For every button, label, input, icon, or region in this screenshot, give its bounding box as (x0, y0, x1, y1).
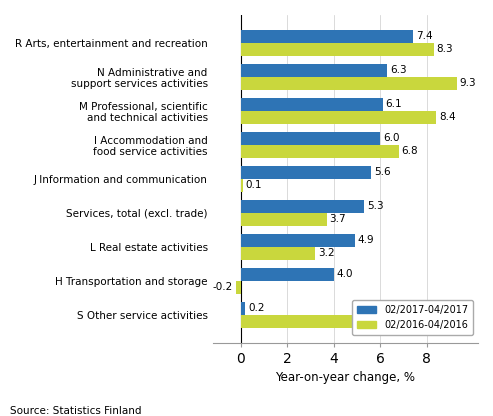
Bar (241, 77, 457, 90)
Bar (241, 145, 399, 158)
Text: 5.3: 5.3 (367, 201, 384, 211)
Bar (236, 281, 241, 294)
Bar (241, 30, 413, 43)
Text: 8.4: 8.4 (439, 112, 456, 122)
Bar (241, 132, 380, 145)
Text: -0.2: -0.2 (212, 282, 232, 292)
Text: 6.8: 6.8 (402, 146, 418, 156)
Bar (241, 213, 327, 226)
Text: 8.3: 8.3 (437, 44, 453, 54)
Bar (241, 268, 334, 281)
Bar (241, 111, 436, 124)
Bar (241, 43, 434, 56)
Text: 9.3: 9.3 (460, 78, 476, 88)
Text: 6.3: 6.3 (390, 65, 407, 75)
X-axis label: Year-on-year change, %: Year-on-year change, % (275, 371, 415, 384)
Text: 4.8: 4.8 (355, 317, 372, 327)
Text: 7.4: 7.4 (416, 31, 432, 41)
Bar (241, 302, 245, 315)
Text: 3.7: 3.7 (329, 214, 346, 224)
Text: 0.1: 0.1 (246, 181, 262, 191)
Bar (241, 200, 364, 213)
Text: 6.1: 6.1 (386, 99, 402, 109)
Bar (241, 247, 315, 260)
Bar (241, 234, 354, 247)
Text: 6.0: 6.0 (383, 134, 399, 144)
Text: 4.9: 4.9 (357, 235, 374, 245)
Text: 0.2: 0.2 (248, 304, 265, 314)
Bar (241, 64, 387, 77)
Legend: 02/2017-04/2017, 02/2016-04/2016: 02/2017-04/2017, 02/2016-04/2016 (352, 300, 473, 334)
Text: 3.2: 3.2 (318, 248, 334, 258)
Bar (241, 166, 371, 179)
Text: 5.6: 5.6 (374, 167, 390, 178)
Text: Source: Statistics Finland: Source: Statistics Finland (10, 406, 141, 416)
Bar (241, 98, 383, 111)
Text: 4.0: 4.0 (336, 270, 353, 280)
Bar (241, 315, 352, 328)
Bar (241, 179, 243, 192)
